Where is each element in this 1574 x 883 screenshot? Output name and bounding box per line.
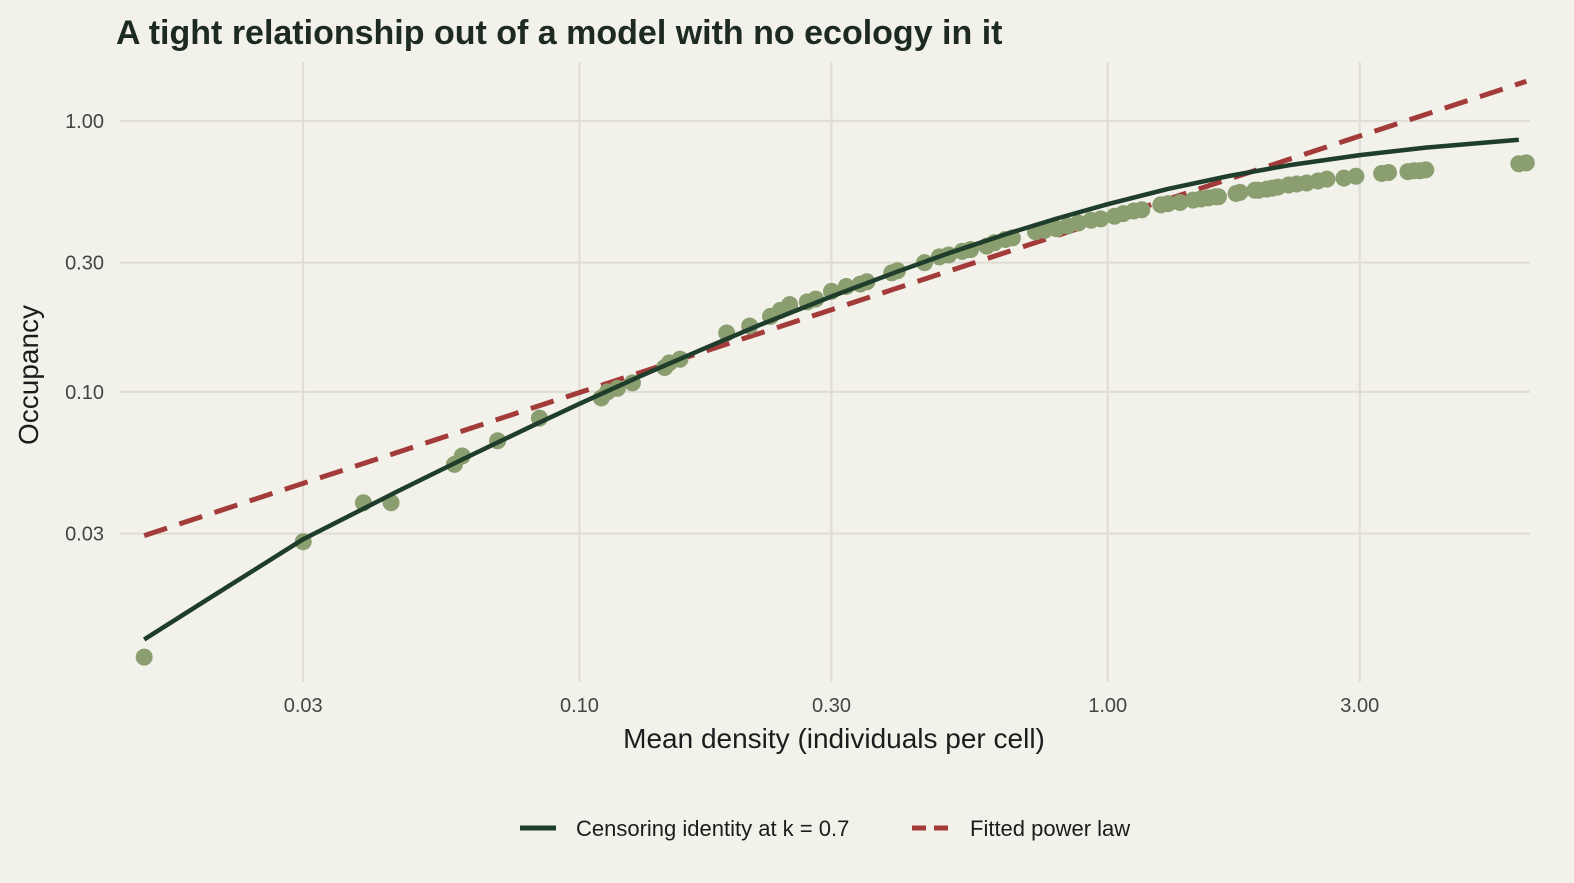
data-point bbox=[1209, 188, 1227, 206]
legend-label-power-law: Fitted power law bbox=[970, 816, 1130, 841]
power-law-line bbox=[143, 78, 1528, 538]
y-tick-label: 0.10 bbox=[65, 382, 104, 404]
y-tick-label: 1.00 bbox=[65, 111, 104, 133]
x-tick-labels: 0.03 0.10 0.30 1.00 3.00 bbox=[284, 695, 1380, 717]
y-tick-label: 0.03 bbox=[65, 524, 104, 546]
power-law-series bbox=[143, 78, 1528, 538]
data-point bbox=[1417, 161, 1435, 179]
data-point bbox=[1069, 214, 1087, 232]
data-point bbox=[781, 296, 799, 314]
x-tick-label: 0.30 bbox=[812, 695, 851, 717]
data-point bbox=[1318, 170, 1336, 188]
data-point bbox=[1133, 201, 1151, 219]
x-gridlines bbox=[302, 62, 1361, 682]
y-tick-labels: 0.03 0.10 0.30 1.00 bbox=[65, 111, 104, 546]
y-gridlines bbox=[120, 119, 1530, 535]
data-point bbox=[1379, 164, 1397, 182]
legend: Censoring identity at k = 0.7 Fitted pow… bbox=[520, 816, 1130, 841]
legend-label-censoring: Censoring identity at k = 0.7 bbox=[576, 816, 849, 841]
x-axis-label: Mean density (individuals per cell) bbox=[623, 723, 1045, 754]
chart-title: A tight relationship out of a model with… bbox=[116, 14, 1003, 52]
x-tick-label: 3.00 bbox=[1340, 695, 1379, 717]
data-point bbox=[1231, 183, 1249, 201]
y-axis-label: Occupancy bbox=[13, 305, 44, 445]
y-tick-label: 0.30 bbox=[65, 253, 104, 275]
data-point bbox=[1347, 167, 1365, 185]
data-point bbox=[135, 648, 153, 666]
censoring-series bbox=[142, 137, 1519, 642]
data-point bbox=[1171, 194, 1189, 212]
x-tick-label: 1.00 bbox=[1088, 695, 1127, 717]
x-tick-label: 0.03 bbox=[284, 695, 323, 717]
data-point bbox=[1517, 154, 1535, 172]
data-point bbox=[1092, 210, 1110, 228]
censoring-line bbox=[142, 137, 1519, 642]
x-tick-label: 0.10 bbox=[560, 695, 599, 717]
